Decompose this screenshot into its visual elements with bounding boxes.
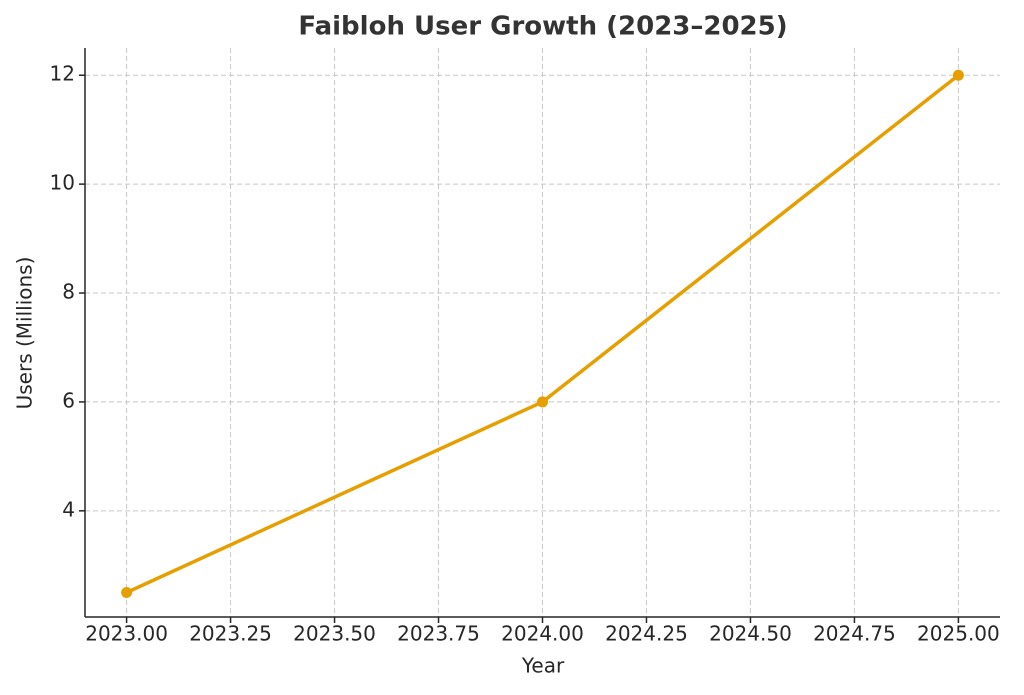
x-tick-label: 2024.25	[605, 622, 688, 646]
x-tick-label: 2023.00	[85, 622, 168, 646]
point	[537, 396, 548, 408]
y-tick-label: 6	[62, 388, 75, 412]
x-tick-label: 2024.75	[813, 622, 896, 646]
point	[952, 69, 964, 81]
x-tick-label: 2024.00	[501, 622, 584, 646]
x-tick-label: 2023.75	[397, 622, 480, 646]
chart-title: Faibloh User Growth (2023–2025)	[298, 12, 787, 42]
x-tick-label: 2023.50	[293, 622, 376, 646]
x-axis-label: Year	[521, 654, 565, 678]
x-tick-label: 2024.50	[709, 622, 792, 646]
y-tick-label: 10	[50, 171, 75, 195]
grid	[85, 48, 1000, 617]
y-axis-label: Users (Millions)	[13, 257, 37, 410]
y-tick-label: 12	[50, 62, 75, 86]
x-tick-label: 2025.00	[917, 622, 1000, 646]
y-tick-label: 8	[62, 280, 75, 304]
y-tick-label: 4	[62, 497, 75, 521]
x-tick-label: 2023.25	[189, 622, 272, 646]
point	[121, 586, 133, 598]
